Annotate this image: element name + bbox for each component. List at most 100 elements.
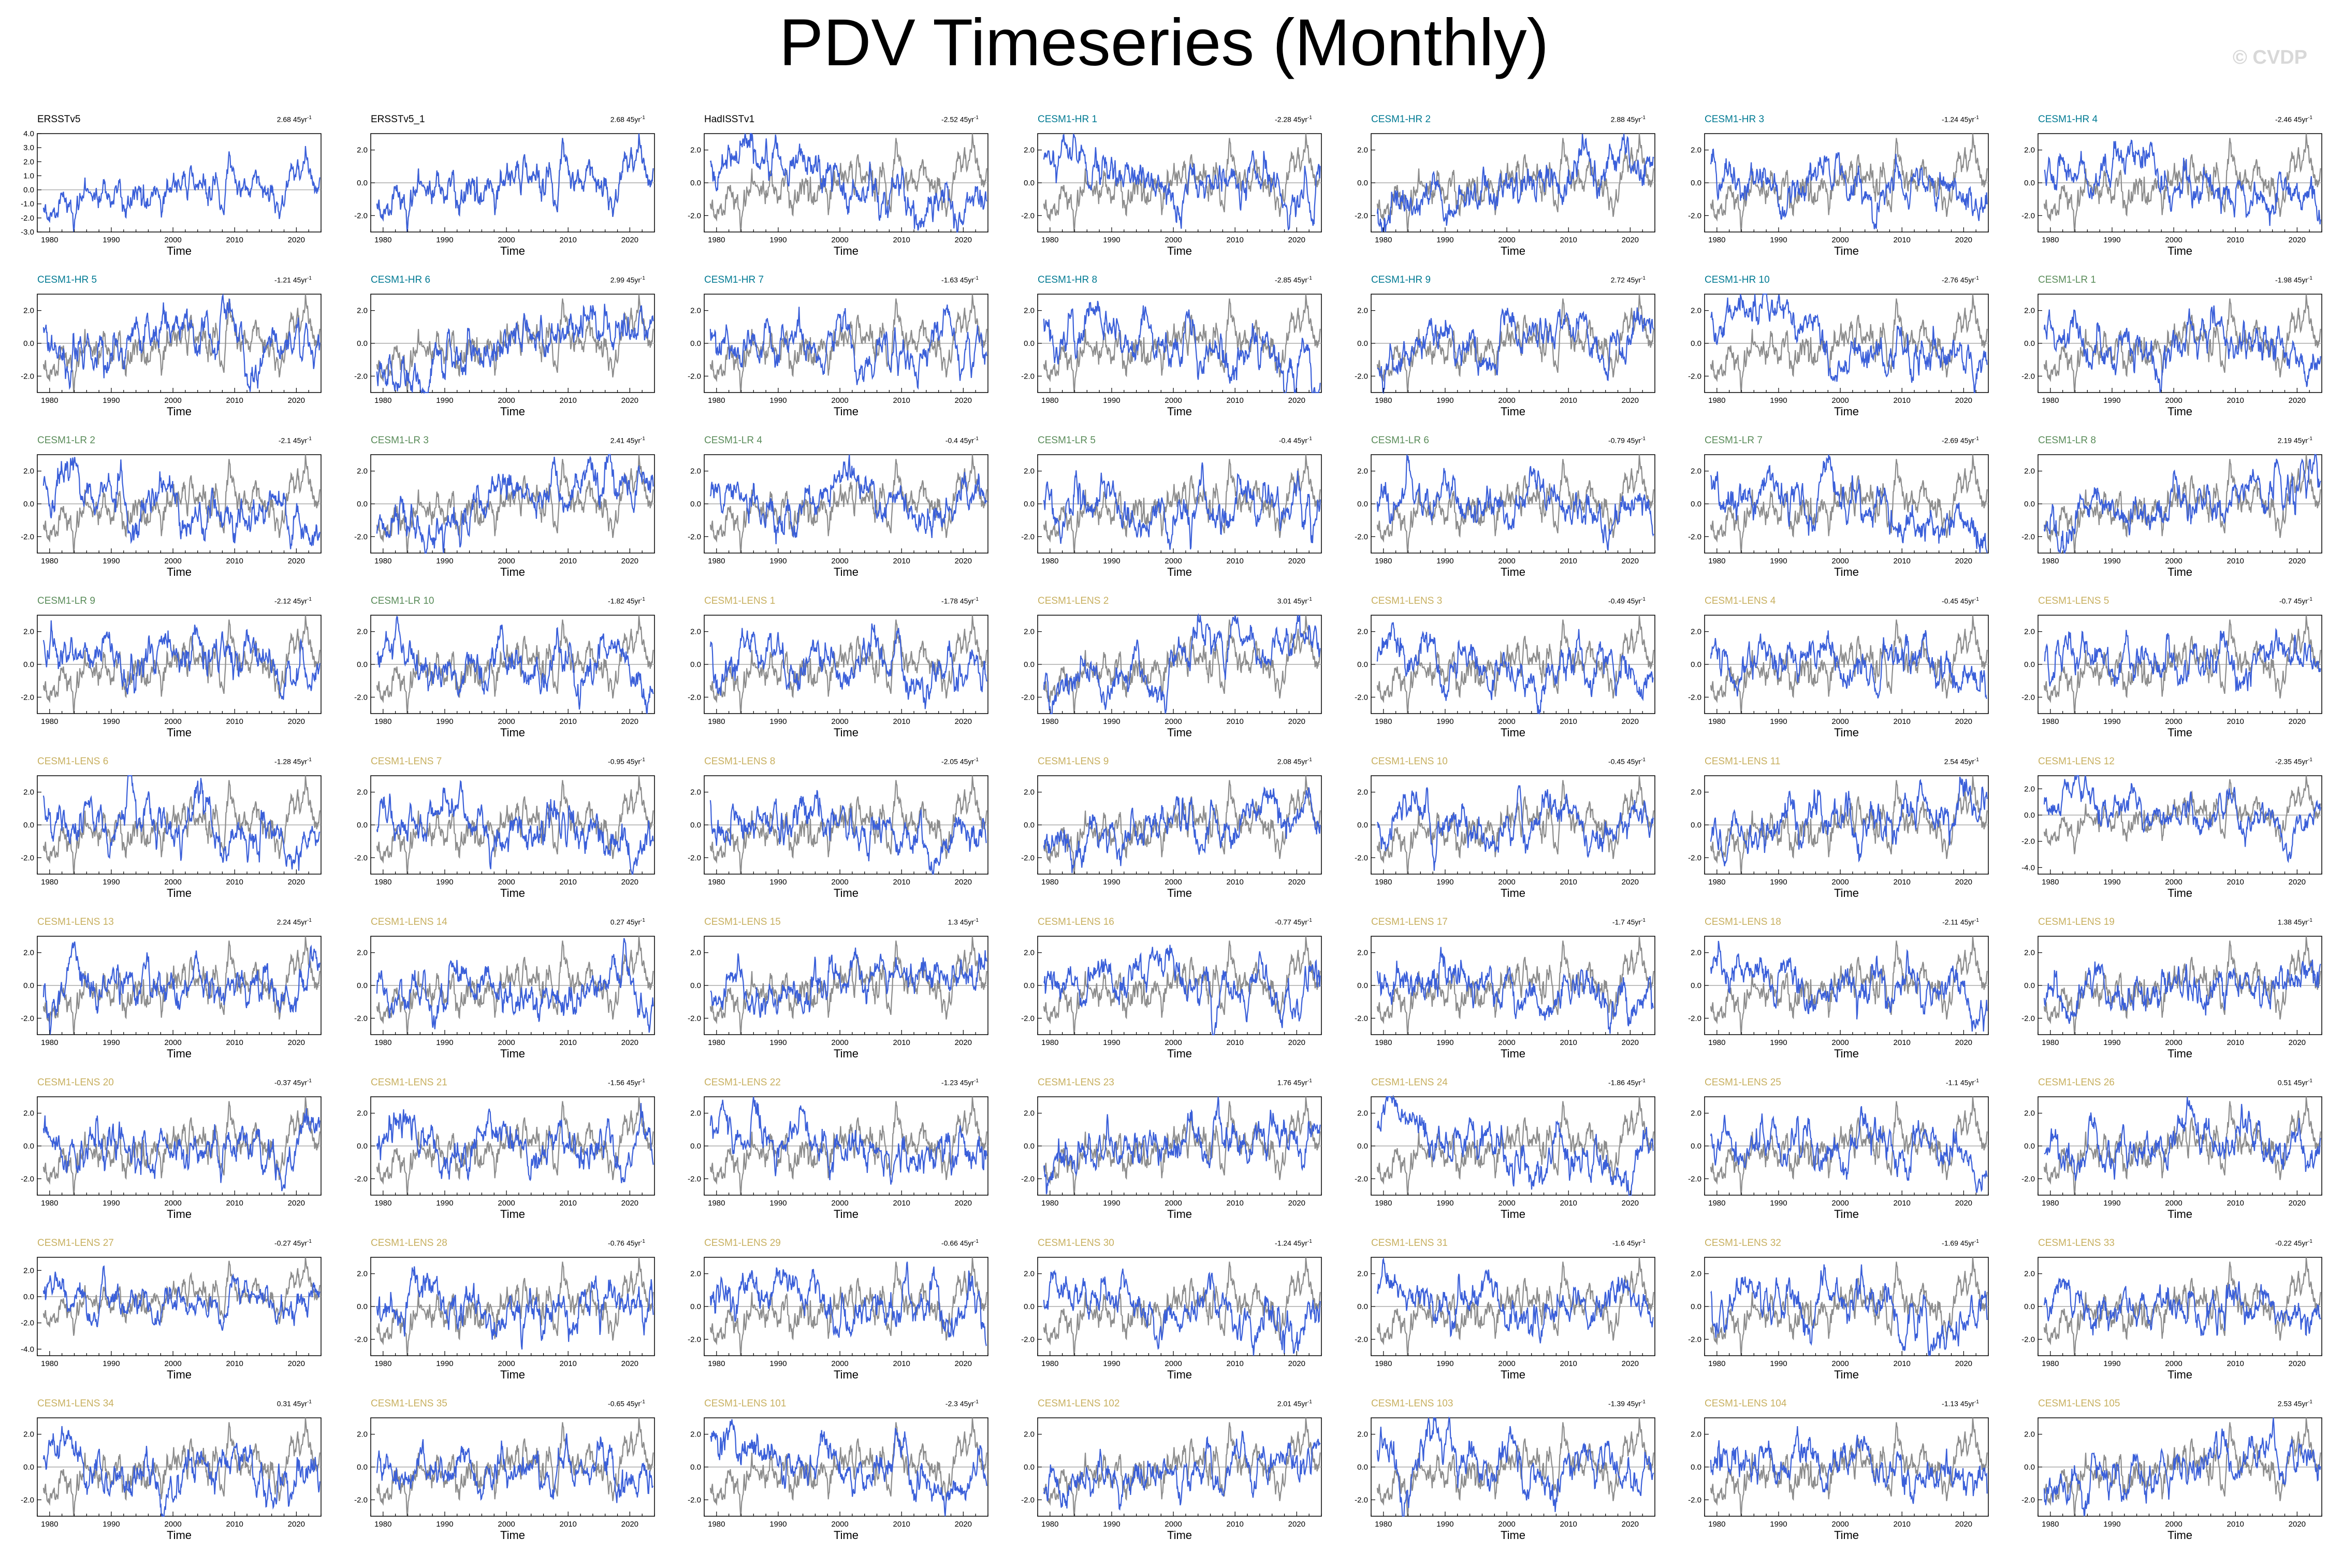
panel-trend-label: -0.45 45yr-1 (1942, 597, 1979, 605)
y-tick-label: 0.0 (1024, 500, 1035, 509)
x-tick-label: 2020 (1288, 1199, 1305, 1208)
x-tick-label: 2000 (2165, 1038, 2182, 1047)
panel-title: CESM1-LENS 3 (1371, 596, 1443, 606)
x-tick-label: 1980 (41, 1359, 58, 1368)
y-tick-label: 0.0 (1691, 660, 1701, 669)
panel-trend-label: 0.31 45yr-1 (277, 1399, 312, 1408)
x-axis-label: Time (2167, 244, 2192, 257)
x-tick-label: 2010 (560, 878, 577, 887)
panel-title: CESM1-LENS 2 (1038, 596, 1109, 606)
series-line (710, 947, 987, 1018)
chart-panel: CESM1-LR 9 -2.12 45yr-1 2.0 0.0 -2.0 1980 1990… (5, 591, 339, 752)
y-tick-label: -2.0 (1021, 1014, 1035, 1023)
reference-series-line (709, 1417, 987, 1516)
panel-plot: 2.0 0.0 -2.0 1980 1990 2000 2010 2020 Time (2021, 294, 2322, 418)
y-tick-label: 2.0 (690, 788, 701, 797)
reference-series-line (1376, 1257, 1654, 1356)
x-tick-label: 2020 (1622, 1199, 1639, 1208)
x-tick-label: 2020 (288, 717, 305, 726)
panel-plot: 2.0 0.0 -2.0 1980 1990 2000 2010 2020 Time (1355, 1416, 1655, 1542)
chart-panel: CESM1-LENS 27 -0.27 45yr-1 2.0 0.0 -2.0 -4.0 1… (5, 1233, 339, 1394)
x-axis-label: Time (834, 726, 859, 739)
y-tick-label: 0.0 (1024, 1142, 1035, 1151)
x-axis-label: Time (500, 565, 525, 578)
x-tick-label: 1980 (708, 396, 725, 405)
y-tick-label: 0.0 (1691, 1302, 1701, 1311)
x-tick-label: 2020 (955, 1038, 972, 1047)
x-tick-label: 2010 (1894, 1199, 1911, 1208)
series-line (1376, 454, 1654, 551)
x-axis-label: Time (1167, 244, 1192, 257)
chart-panel: CESM1-LENS 15 1.3 45yr-1 2.0 0.0 -2.0 1980 199… (672, 912, 1006, 1073)
series-line (1376, 133, 1654, 233)
x-tick-label: 1990 (1103, 1359, 1120, 1368)
x-tick-label: 2020 (1288, 557, 1305, 565)
y-tick-label: 0.0 (1691, 1142, 1701, 1151)
x-axis-label: Time (500, 1529, 525, 1542)
series-line (376, 616, 654, 715)
chart-panel: CESM1-LENS 104 -1.13 45yr-1 2.0 0.0 -2.0 1980… (1672, 1394, 2006, 1555)
x-tick-label: 2000 (1498, 236, 1515, 244)
x-tick-label: 2020 (1288, 717, 1305, 726)
x-tick-label: 2010 (1560, 878, 1577, 887)
y-tick-label: 2.0 (2024, 146, 2035, 155)
panel-title: CESM1-LR 3 (371, 435, 429, 446)
panel-plot: 2.0 0.0 -2.0 1980 1990 2000 2010 2020 Time (1355, 615, 1655, 739)
x-tick-label: 2020 (288, 1038, 305, 1047)
x-tick-label: 2010 (1894, 1520, 1911, 1529)
chart-panel: CESM1-LR 1 -1.98 45yr-1 2.0 0.0 -2.0 1980 1990… (2006, 270, 2328, 431)
x-tick-label: 1990 (1770, 557, 1787, 565)
x-tick-label: 1990 (2103, 1038, 2120, 1047)
panel-title: CESM1-LR 9 (37, 596, 95, 606)
x-tick-label: 1980 (1708, 878, 1725, 887)
x-tick-label: 1990 (436, 1359, 453, 1368)
chart-panel: CESM1-HR 6 2.99 45yr-1 2.0 0.0 -2.0 1980 1990 2… (339, 270, 672, 431)
y-tick-label: 2.0 (357, 628, 368, 636)
panel-title: CESM1-LENS 21 (371, 1077, 447, 1088)
panel-trend-label: 2.99 45yr-1 (610, 275, 645, 284)
x-tick-label: 2010 (1894, 717, 1911, 726)
x-tick-label: 1990 (103, 878, 120, 887)
x-tick-label: 2000 (1165, 1359, 1182, 1368)
x-tick-label: 2020 (288, 1520, 305, 1529)
x-tick-label: 2000 (498, 878, 515, 887)
chart-panel: CESM1-LR 2 -2.1 45yr-1 2.0 0.0 -2.0 1980 1990 2… (5, 431, 339, 591)
x-axis-label: Time (2167, 1529, 2192, 1542)
x-tick-label: 1990 (103, 1199, 120, 1208)
y-tick-label: -2.0 (21, 693, 34, 702)
series-line (1376, 622, 1654, 715)
y-tick-label: 0.0 (690, 821, 701, 830)
panel-trend-label: -0.79 45yr-1 (1608, 436, 1646, 445)
x-axis-label: Time (1501, 1368, 1525, 1381)
x-tick-label: 1980 (2042, 878, 2059, 887)
x-axis-label: Time (1501, 887, 1525, 899)
x-tick-label: 2000 (164, 1520, 181, 1529)
panel-trend-label: -1.39 45yr-1 (1608, 1399, 1646, 1408)
y-tick-label: -2.0 (21, 214, 34, 223)
y-tick-label: 2.0 (357, 949, 368, 957)
x-tick-label: 2000 (831, 1520, 848, 1529)
series-line (1710, 293, 1988, 394)
x-tick-label: 2010 (893, 236, 910, 244)
panel-title: CESM1-HR 1 (1038, 114, 1098, 125)
panel-title: CESM1-LENS 5 (2038, 596, 2109, 606)
x-tick-label: 1990 (2103, 878, 2120, 887)
panel-title: CESM1-LENS 17 (1371, 917, 1448, 927)
x-axis-label: Time (1834, 405, 1859, 418)
y-tick-label: 0.0 (23, 1293, 34, 1301)
x-tick-label: 1980 (708, 1520, 725, 1529)
y-tick-label: 0.0 (357, 1302, 368, 1311)
series-line (376, 454, 654, 554)
panel-plot: 2.0 0.0 -2.0 1980 1990 2000 2010 2020 Time (354, 133, 655, 257)
chart-panel: CESM1-LENS 14 0.27 45yr-1 2.0 0.0 -2.0 1980 19… (339, 912, 672, 1073)
y-tick-label: 2.0 (23, 1266, 34, 1275)
panel-plot: 2.0 0.0 -2.0 1980 1990 2000 2010 2020 Time (1688, 1417, 1989, 1542)
x-tick-label: 1980 (1375, 1359, 1392, 1368)
x-axis-label: Time (167, 726, 192, 739)
panel-plot: 2.0 0.0 -2.0 1980 1990 2000 2010 2020 Time (21, 775, 322, 899)
panel-trend-label: -2.3 45yr-1 (945, 1399, 979, 1408)
x-axis-label: Time (1167, 1208, 1192, 1221)
y-tick-label: -2.0 (2021, 837, 2035, 846)
y-tick-label: -2.0 (1355, 853, 1368, 862)
panel-trend-label: -0.7 45yr-1 (2279, 597, 2312, 605)
